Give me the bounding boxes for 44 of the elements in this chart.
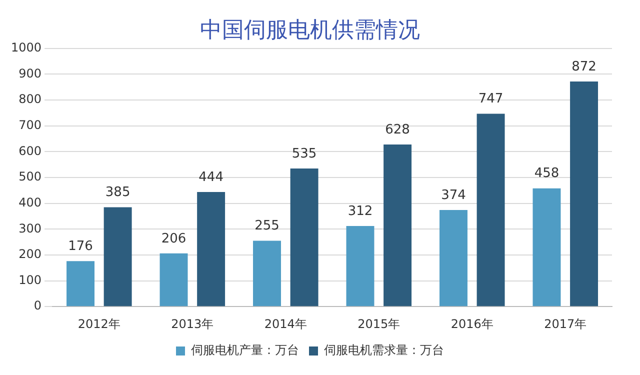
y-tick-label: 400 xyxy=(18,195,42,210)
y-tick-label: 600 xyxy=(18,144,42,158)
bar xyxy=(440,210,468,306)
x-tick-label: 2016年 xyxy=(450,316,494,331)
y-tick-label: 900 xyxy=(18,66,42,80)
legend-label: 伺服电机产量：万台 xyxy=(191,343,299,358)
data-label: 374 xyxy=(441,188,466,203)
bar xyxy=(253,240,281,306)
data-label: 444 xyxy=(198,170,224,185)
bar xyxy=(290,168,318,306)
bar xyxy=(66,261,94,306)
y-tick-label: 200 xyxy=(18,247,42,262)
data-label: 535 xyxy=(292,146,317,162)
data-label: 206 xyxy=(161,231,186,246)
chart-title: 中国伺服电机供需情况 xyxy=(200,18,420,43)
x-tick-label: 2015年 xyxy=(358,316,400,331)
bar xyxy=(384,144,412,306)
bar xyxy=(346,226,374,306)
y-tick-label: 500 xyxy=(18,170,42,184)
x-tick-label: 2014年 xyxy=(264,316,307,331)
y-tick-label: 0 xyxy=(34,298,42,313)
data-label: 872 xyxy=(572,59,596,74)
y-tick-label: 300 xyxy=(18,221,42,236)
x-tick-label: 2017年 xyxy=(544,316,587,331)
data-label: 385 xyxy=(105,185,130,200)
bar xyxy=(160,253,188,306)
bar xyxy=(197,192,226,306)
data-label: 255 xyxy=(254,218,280,234)
y-tick-label: 1000 xyxy=(10,40,42,55)
x-tick-label: 2012年 xyxy=(78,316,120,331)
data-label: 628 xyxy=(385,122,410,138)
y-tick-label: 100 xyxy=(18,272,42,287)
data-label: 747 xyxy=(478,92,504,107)
bar xyxy=(476,114,505,306)
data-label: 312 xyxy=(348,204,373,219)
data-label: 458 xyxy=(534,166,560,182)
y-tick-label: 700 xyxy=(18,118,42,132)
y-tick-label: 800 xyxy=(18,92,42,106)
legend-label: 伺服电机需求量：万台 xyxy=(324,343,444,358)
bar xyxy=(104,207,132,306)
data-label: 176 xyxy=(68,239,93,254)
bar xyxy=(532,188,561,306)
bar xyxy=(570,81,598,306)
x-tick-label: 2013年 xyxy=(171,316,214,331)
